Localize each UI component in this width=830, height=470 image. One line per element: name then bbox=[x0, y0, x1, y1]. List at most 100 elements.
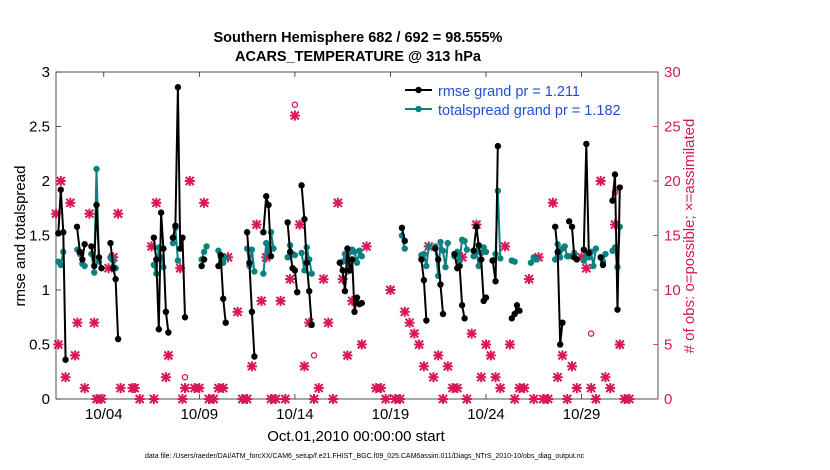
obs-assimilated-marker bbox=[70, 350, 81, 361]
rmse-point bbox=[568, 223, 576, 230]
rmse-point bbox=[609, 197, 616, 204]
x-tick-label: 10/19 bbox=[372, 406, 410, 423]
rmse-point bbox=[398, 224, 406, 232]
y-axis: 0 0.5 1 1.5 2 2.5 3 bbox=[29, 64, 61, 408]
totalspread-point bbox=[561, 243, 568, 250]
obs-assimilated-marker bbox=[380, 394, 391, 404]
totalspread-point bbox=[425, 243, 432, 250]
rmse-point bbox=[494, 142, 502, 150]
rmse-point bbox=[291, 267, 299, 274]
rmse-point bbox=[55, 230, 62, 237]
rmse-point bbox=[112, 275, 119, 283]
obs-assimilated-marker bbox=[418, 361, 429, 372]
obs-assimilated-marker bbox=[375, 383, 386, 394]
rmse-line bbox=[57, 189, 67, 360]
obs-assimilated-marker bbox=[256, 295, 267, 306]
rmse-point bbox=[76, 248, 84, 256]
obs-assimilated-marker bbox=[466, 328, 477, 339]
legend-rmse-marker bbox=[415, 86, 422, 94]
rmse-line bbox=[246, 232, 256, 357]
obs-assimilated-marker bbox=[294, 219, 305, 230]
obs-assimilated-marker bbox=[624, 394, 635, 404]
obs-assimilated-marker bbox=[524, 274, 534, 285]
rmse-point bbox=[349, 256, 356, 263]
y2-tick-label: 20 bbox=[664, 173, 681, 190]
rmse-point bbox=[98, 265, 105, 272]
y-tick-label: 2.5 bbox=[29, 119, 50, 136]
obs-assimilated-marker bbox=[409, 328, 420, 339]
obs-assimilated-marker bbox=[53, 339, 64, 350]
y2-tick-label: 0 bbox=[664, 391, 672, 408]
rmse-point bbox=[482, 294, 490, 301]
rmse-point bbox=[597, 254, 604, 261]
rmse-point bbox=[489, 257, 496, 264]
rmse-point bbox=[179, 234, 186, 241]
totalspread-point bbox=[81, 262, 88, 270]
obs-assimilated-marker bbox=[72, 317, 83, 328]
obs-assimilated-marker bbox=[433, 350, 444, 361]
series-lines bbox=[55, 84, 623, 363]
rmse-point bbox=[423, 317, 430, 324]
rmse-point bbox=[435, 256, 442, 263]
obs-assimilated-marker bbox=[547, 197, 558, 208]
obs-assimilated-marker bbox=[160, 372, 171, 383]
totalspread-point bbox=[602, 250, 609, 258]
obs-assimilated-marker bbox=[113, 208, 124, 219]
totalspread-point bbox=[532, 256, 540, 263]
obs-assimilated-marker bbox=[476, 372, 487, 383]
obs-assimilated-marker bbox=[313, 383, 324, 394]
obs-assimilated-marker bbox=[148, 394, 159, 404]
rmse-point bbox=[559, 319, 566, 326]
legend-rmse-label: rmse grand pr = 1.211 bbox=[438, 84, 580, 100]
rmse-point bbox=[616, 184, 623, 191]
totalspread-point bbox=[580, 257, 588, 264]
totalspread-point bbox=[511, 258, 518, 265]
totalspread-point bbox=[260, 270, 267, 277]
rmse-line bbox=[76, 226, 86, 260]
obs-assimilated-marker bbox=[79, 383, 90, 394]
rmse-point bbox=[172, 222, 179, 229]
obs-assimilated-marker bbox=[414, 339, 425, 350]
x-tick-label: 10/29 bbox=[563, 406, 601, 423]
obs-count-markers bbox=[51, 101, 635, 404]
obs-possible-marker bbox=[181, 373, 189, 381]
totalspread-point bbox=[351, 248, 358, 256]
rmse-point bbox=[554, 248, 561, 256]
obs-assimilated-marker bbox=[461, 394, 472, 404]
obs-assimilated-marker bbox=[356, 339, 367, 350]
obs-assimilated-marker bbox=[208, 394, 219, 404]
rmse-point bbox=[169, 234, 177, 241]
rmse-point bbox=[222, 319, 229, 326]
obs-assimilated-marker bbox=[328, 394, 339, 404]
obs-assimilated-marker bbox=[605, 383, 616, 394]
obs-assimilated-marker bbox=[361, 241, 372, 252]
plot-area bbox=[55, 71, 659, 400]
rmse-point bbox=[439, 310, 447, 318]
rmse-point bbox=[248, 308, 256, 315]
rmse-point bbox=[215, 262, 222, 270]
rmse-point bbox=[93, 201, 100, 209]
obs-assimilated-marker bbox=[485, 350, 496, 361]
rmse-point bbox=[306, 287, 313, 295]
obs-assimilated-marker bbox=[285, 274, 296, 285]
obs-possible-marker bbox=[587, 330, 595, 337]
rmse-line bbox=[434, 248, 444, 315]
rmse-point bbox=[351, 308, 358, 315]
totalspread-point bbox=[248, 246, 256, 253]
obs-assimilated-marker bbox=[163, 350, 174, 361]
rmse-point bbox=[198, 262, 205, 270]
obs-assimilated-marker bbox=[232, 306, 243, 317]
obs-assimilated-marker bbox=[500, 241, 511, 252]
rmse-point bbox=[511, 310, 518, 318]
x-tick-label: 10/04 bbox=[85, 406, 123, 423]
rmse-point bbox=[62, 356, 69, 363]
rmse-point bbox=[200, 256, 208, 263]
obs-assimilated-marker bbox=[184, 176, 195, 186]
rmse-point bbox=[298, 182, 305, 189]
obs-assimilated-marker bbox=[509, 394, 520, 404]
obs-assimilated-marker bbox=[399, 306, 410, 317]
totalspread-point bbox=[442, 263, 449, 271]
rmse-point bbox=[451, 250, 458, 258]
y-tick-label: 2 bbox=[42, 173, 50, 190]
rmse-point bbox=[153, 256, 160, 263]
